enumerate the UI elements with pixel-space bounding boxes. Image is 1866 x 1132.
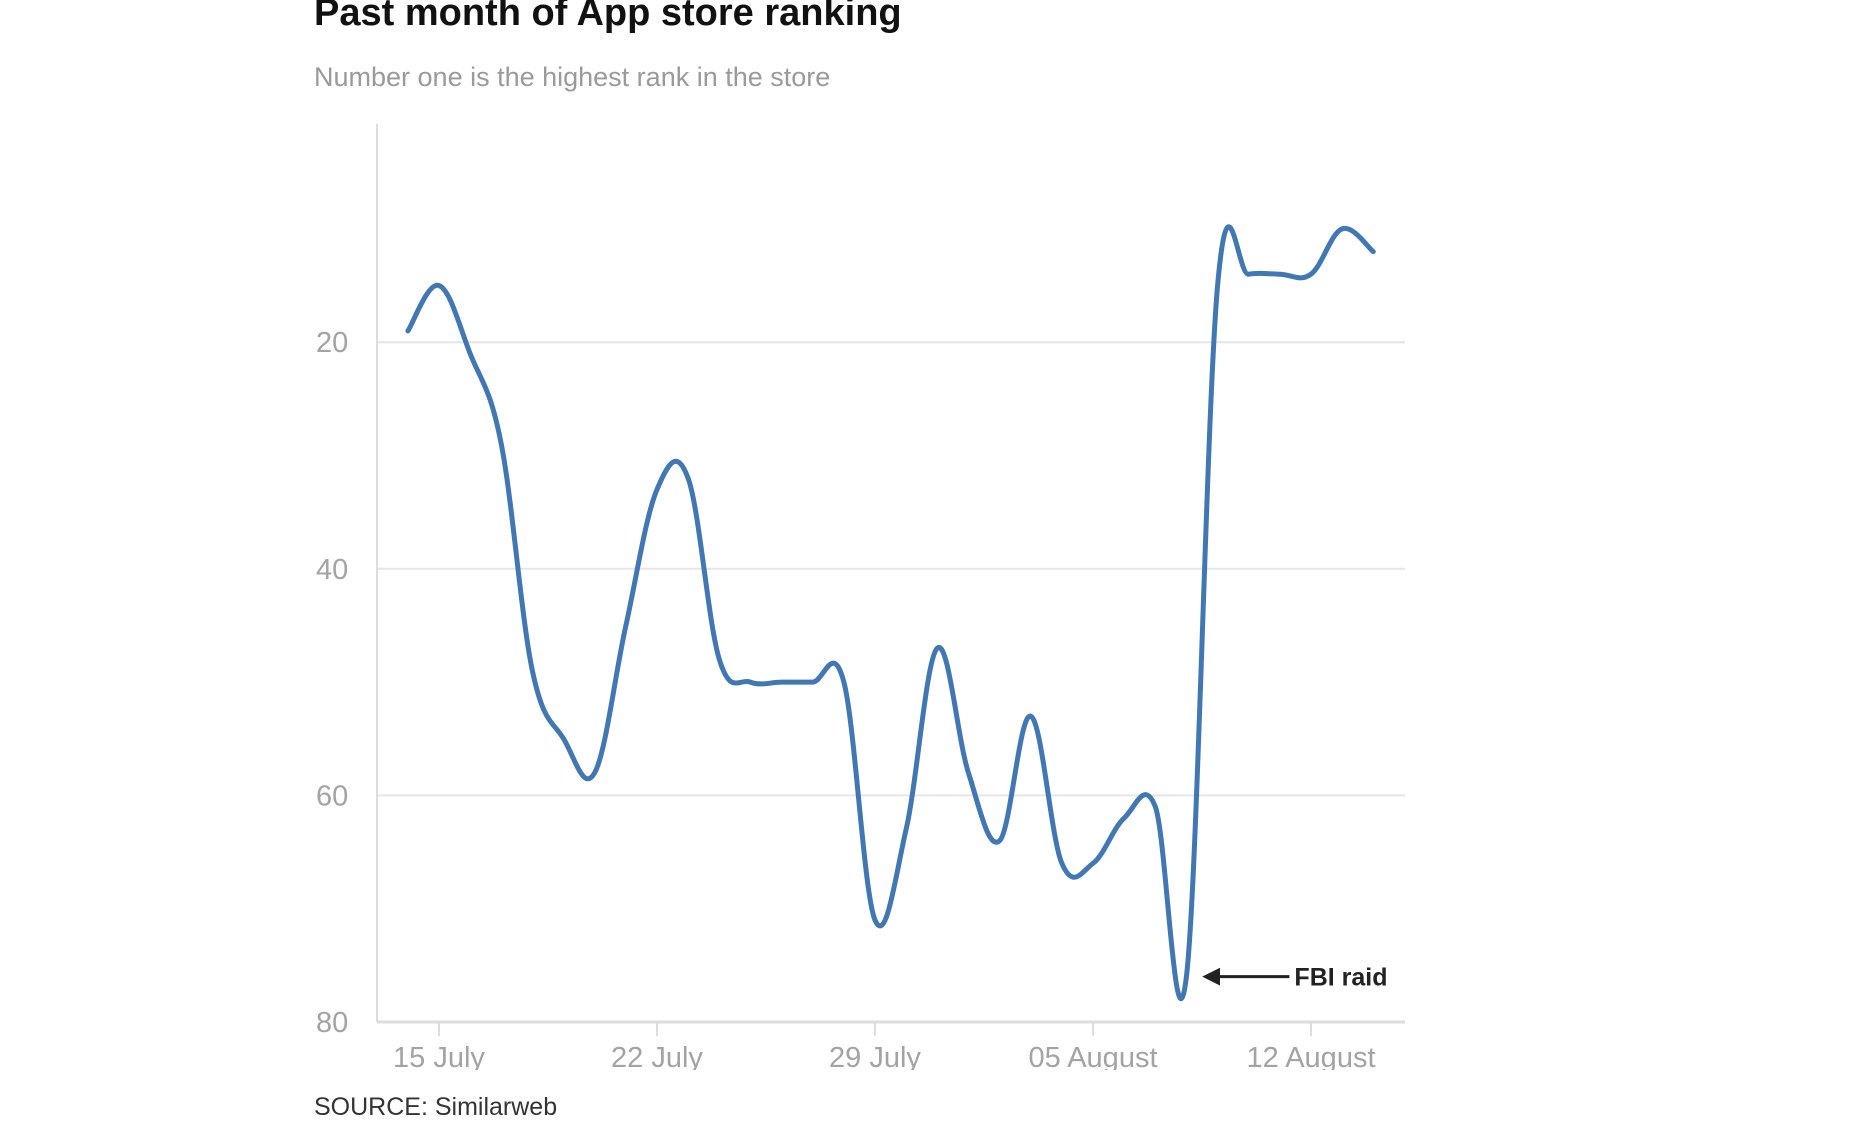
x-tick-label-2: 29 July [829,1042,921,1070]
x-tick-label-0: 15 July [393,1042,485,1070]
y-tick-label-80: 80 [316,1007,348,1039]
y-tick-label-40: 40 [316,554,348,586]
y-tick-label-20: 20 [316,327,348,359]
source-note: SOURCE: Similarweb [314,1093,558,1121]
series [405,224,1376,1002]
chart-title: Past month of App store ranking [314,0,902,34]
gridlines [377,341,1405,797]
series-line-0 [405,224,1376,1002]
x-tick-label-4: 12 August [1247,1042,1376,1070]
line-chart: 20 40 60 80 15 July 22 July 29 July 05 August 12… [316,124,1405,1070]
annotation-label: FBI raid [1294,964,1387,992]
axes [376,124,1405,1036]
x-tick-label-1: 22 July [611,1042,703,1070]
chart-subtitle: Number one is the highest rank in the st… [314,62,831,92]
annotations: FBI raid [1202,964,1388,992]
x-tick-label-3: 05 August [1029,1042,1158,1070]
tick-labels: 20 40 60 80 15 July 22 July 29 July 05 August 12… [316,327,1376,1070]
y-tick-label-60: 60 [316,780,348,812]
